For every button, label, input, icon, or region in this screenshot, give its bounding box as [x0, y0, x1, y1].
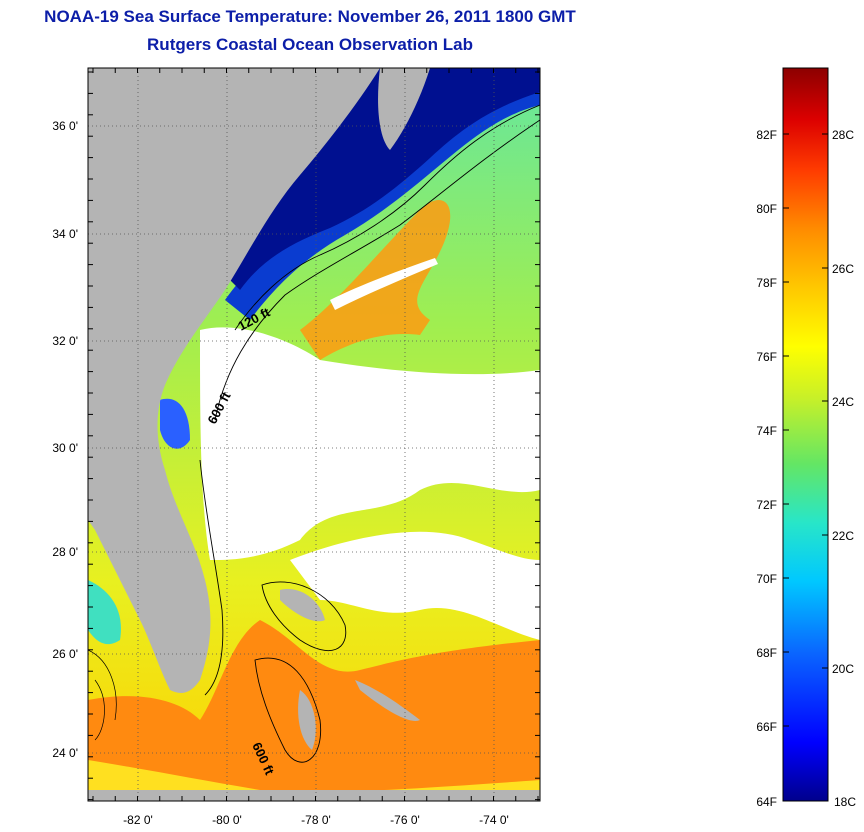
- land-bahamas-1: [280, 589, 325, 622]
- cool-florida-bay: [88, 580, 121, 645]
- colorbar-f-label: 82F: [756, 128, 777, 142]
- warm-south-water: [88, 620, 540, 801]
- colorbar-gradient: [782, 67, 829, 802]
- lat-label: 36 0': [52, 119, 78, 133]
- colorbar-f-label: 80F: [756, 202, 777, 216]
- land-mainland: [88, 68, 380, 693]
- cold-coastal-water: [225, 85, 540, 320]
- land-bahamas-3: [355, 680, 420, 721]
- colorbar-f-label: 74F: [756, 424, 777, 438]
- contour-120ft: [234, 104, 540, 331]
- contour-bahamas-2: [254, 657, 322, 763]
- colorbar-f-label: 76F: [756, 350, 777, 364]
- gulf-stream-warm: [300, 200, 451, 360]
- cloud-streak: [330, 258, 438, 310]
- colorbar-ticks: [783, 133, 828, 727]
- lon-label: -74 0': [479, 813, 509, 827]
- lon-label: -76 0': [390, 813, 420, 827]
- cold-coastal-water-deep: [230, 68, 540, 290]
- lat-label: 34 0': [52, 227, 78, 241]
- lon-axis: -82 0' -80 0' -78 0' -76 0' -74 0': [123, 813, 509, 827]
- map-frame: [87, 67, 541, 802]
- colorbar-f-label: 70F: [756, 572, 777, 586]
- colorbar-c-label: 18C: [834, 795, 856, 809]
- colorbar-f-label: 78F: [756, 276, 777, 290]
- cloud-mask: [200, 327, 540, 560]
- contour-600ft: [214, 119, 540, 421]
- map-subtitle: Rutgers Coastal Ocean Observation Lab: [147, 35, 473, 54]
- colorbar-c-label: 20C: [832, 662, 854, 676]
- colorbar-c-label: 28C: [832, 128, 854, 142]
- colorbar-f-labels: 82F 80F 78F 76F 74F 72F 70F 68F 66F 64F: [756, 128, 777, 809]
- land-outer-banks: [378, 68, 430, 150]
- lat-label: 32 0': [52, 334, 78, 348]
- lon-label: -80 0': [212, 813, 242, 827]
- lat-label: 24 0': [52, 746, 78, 760]
- colorbar-f-label: 64F: [756, 795, 777, 809]
- land-bahamas-2: [298, 690, 316, 750]
- cloud-mask-2: [290, 531, 540, 640]
- colorbar-f-label: 68F: [756, 646, 777, 660]
- map-frame-ticks: [88, 68, 540, 801]
- colorbar-f-label: 72F: [756, 498, 777, 512]
- lon-label: -82 0': [123, 813, 153, 827]
- lat-label: 26 0': [52, 647, 78, 661]
- contour-florida: [199, 459, 224, 696]
- cold-water-florida: [160, 398, 190, 449]
- map-grid: [88, 68, 540, 801]
- map-title: NOAA-19 Sea Surface Temperature: Novembe…: [44, 7, 576, 26]
- colorbar-c-label: 22C: [832, 529, 854, 543]
- colorbar-c-label: 26C: [832, 262, 854, 276]
- map-image: [88, 68, 540, 801]
- colorbar-c-label: 24C: [832, 395, 854, 409]
- contour-bahamas: [261, 581, 347, 652]
- colorbar-f-label: 66F: [756, 720, 777, 734]
- lat-label: 28 0': [52, 545, 78, 559]
- colorbar-c-labels: 28C 26C 24C 22C 20C 18C: [832, 128, 856, 809]
- lon-label: -78 0': [301, 813, 331, 827]
- lat-axis: 36 0' 34 0' 32 0' 30 0' 28 0' 26 0' 24 0…: [52, 119, 78, 760]
- contour-gulf: [88, 649, 117, 741]
- lat-label: 30 0': [52, 441, 78, 455]
